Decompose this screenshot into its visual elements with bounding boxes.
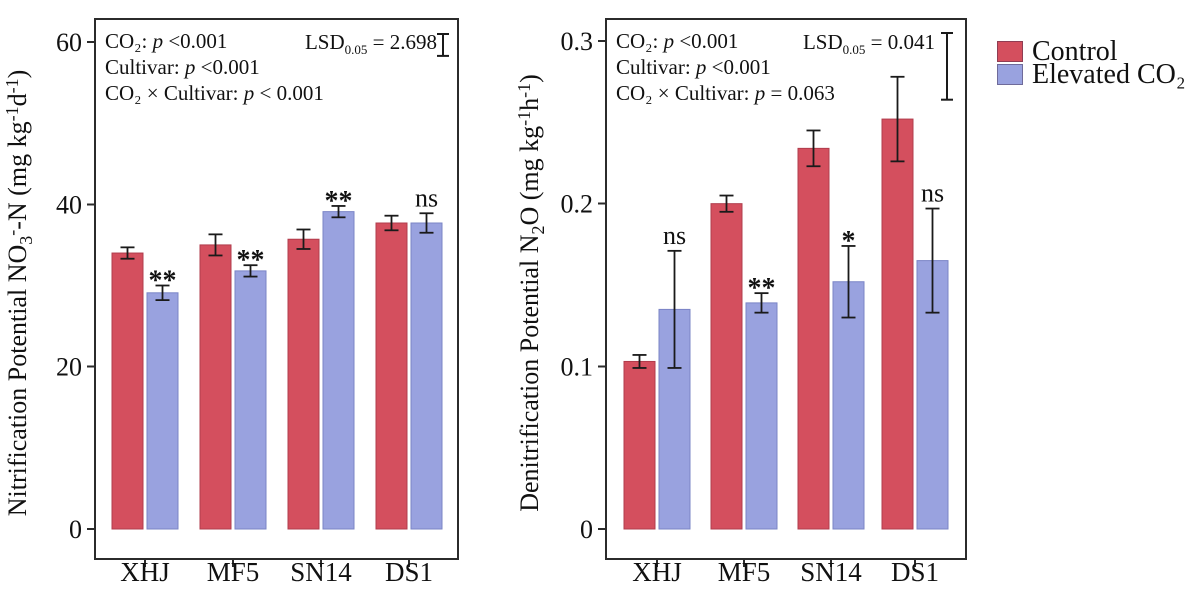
denitrification-errorbar-elevated-co2-DS1 <box>925 207 940 314</box>
nitrification-y-axis-title: Nitrification Potential NO3--N (mg kg-1d… <box>2 70 36 517</box>
denitrification-significance-DS1: ns <box>921 179 944 208</box>
y-tick-label-40: 40 <box>56 190 82 219</box>
nitrification-bar-control-MF5 <box>199 244 232 530</box>
x-tick-label-MF5: MF5 <box>207 557 260 587</box>
nitrification-bar-elevated-co2-XHJ <box>146 292 179 530</box>
denitrification-errorbar-elevated-co2-XHJ <box>667 249 682 369</box>
legend-label-elevated-co2: Elevated CO₂ <box>1032 59 1186 90</box>
denitrification-lsd-annotation: LSD0.05 = 0.041 <box>802 30 935 58</box>
denitrification-chart: 0 0.1 0.2 0.3 XHJ ns MF5 ** SN14 * DS1 ns Denitrific… <box>514 18 967 587</box>
nitrification-errorbar-control-SN14 <box>296 228 311 250</box>
denitrification-errorbar-elevated-co2-MF5 <box>754 292 769 314</box>
denitrification-bar-elevated-co2-SN14 <box>832 281 865 530</box>
y-tick-label-60: 60 <box>56 28 82 57</box>
denitrification-significance-XHJ: ns <box>663 221 686 250</box>
nitrification-bar-control-SN14 <box>287 238 320 530</box>
nitrification-errorbar-elevated-co2-XHJ <box>155 284 170 302</box>
y-tick-label-0.3: 0.3 <box>561 27 594 56</box>
y-tick-label-0: 0 <box>69 515 82 544</box>
x-tick-label-MF5: MF5 <box>718 557 771 587</box>
nitrification-bar-elevated-co2-MF5 <box>234 270 267 530</box>
nitrification-errorbar-elevated-co2-MF5 <box>243 264 258 278</box>
y-tick-label-20: 20 <box>56 353 82 382</box>
x-tick-label-SN14: SN14 <box>800 557 862 587</box>
legend-label-control: Control <box>1032 36 1118 67</box>
denitrification-errorbar-control-DS1 <box>890 75 905 163</box>
denitrification-significance-SN14: * <box>842 226 856 257</box>
elevated-co2-color-swatch <box>997 64 1023 85</box>
denitrification-errorbar-control-MF5 <box>719 194 734 213</box>
nitrification-bar-control-DS1 <box>375 222 408 530</box>
x-tick-label-DS1: DS1 <box>891 557 939 587</box>
nitrification-lsd-annotation: LSD0.05 = 2.698 <box>304 30 437 58</box>
denitrification-y-axis-title: Denitrification Potential N2O (mg kg-1h-… <box>514 74 548 512</box>
x-tick-label-DS1: DS1 <box>385 557 433 587</box>
nitrification-significance-MF5: ** <box>237 245 265 276</box>
nitrification-bar-elevated-co2-SN14 <box>322 211 355 530</box>
y-tick-label-0.2: 0.2 <box>561 190 594 219</box>
x-tick-label-XHJ: XHJ <box>632 557 682 587</box>
control-color-swatch <box>997 41 1023 62</box>
y-tick-label-0.1: 0.1 <box>561 352 594 381</box>
legend: Control Elevated CO₂ <box>997 36 1186 90</box>
stat-line-co2: CO₂: p <0.001 <box>616 29 739 53</box>
nitrification-bar-control-XHJ <box>111 252 144 530</box>
nitrification-stats-annotation: CO₂: p <0.001 Cultivar: p <0.001 CO₂ × C… <box>105 28 324 106</box>
stat-line-cultivar: Cultivar: p <0.001 <box>616 55 771 79</box>
denitrification-errorbar-elevated-co2-SN14 <box>841 245 856 319</box>
nitrification-chart: 0 20 40 60 XHJ ** MF5 ** SN14 ** DS1 ns Nitrificatio… <box>2 18 459 587</box>
legend-item-control: Control <box>997 36 1186 67</box>
nitrification-errorbar-elevated-co2-SN14 <box>331 205 346 219</box>
denitrification-bar-control-XHJ <box>623 360 656 530</box>
denitrification-bar-control-DS1 <box>881 118 914 530</box>
denitrification-stats-annotation: CO₂: p <0.001 Cultivar: p <0.001 CO₂ × C… <box>616 28 835 106</box>
nitrification-errorbar-control-XHJ <box>120 246 135 260</box>
stat-line-cultivar: Cultivar: p <0.001 <box>105 55 260 79</box>
denitrification-errorbar-control-SN14 <box>806 129 821 168</box>
denitrification-bar-control-MF5 <box>710 203 743 530</box>
nitrification-plot-frame <box>94 18 459 560</box>
y-tick-label-0: 0 <box>580 515 593 544</box>
nitrification-errorbar-control-DS1 <box>384 214 399 232</box>
stat-line-interaction: CO₂ × Cultivar: p = 0.063 <box>616 81 835 105</box>
x-tick-label-XHJ: XHJ <box>120 557 170 587</box>
nitrification-significance-XHJ: ** <box>149 266 177 297</box>
denitrification-significance-MF5: ** <box>748 273 776 304</box>
stat-line-co2: CO₂: p <0.001 <box>105 29 228 53</box>
legend-item-elevated-co2: Elevated CO₂ <box>997 59 1186 90</box>
nitrification-significance-DS1: ns <box>415 183 438 212</box>
denitrification-bar-control-SN14 <box>797 147 830 530</box>
stat-line-interaction: CO₂ × Cultivar: p < 0.001 <box>105 81 324 105</box>
nitrification-errorbar-control-MF5 <box>208 233 223 257</box>
nitrification-bar-elevated-co2-DS1 <box>410 222 443 530</box>
nitrification-lsd-errorbar-glyph <box>437 33 449 57</box>
denitrification-bar-elevated-co2-MF5 <box>745 302 778 530</box>
nitrification-significance-SN14: ** <box>325 186 353 217</box>
denitrification-errorbar-control-XHJ <box>632 354 647 369</box>
x-tick-label-SN14: SN14 <box>290 557 352 587</box>
denitrification-lsd-errorbar-glyph <box>941 32 953 101</box>
denitrification-plot-frame <box>605 18 967 560</box>
nitrification-errorbar-elevated-co2-DS1 <box>419 212 434 234</box>
